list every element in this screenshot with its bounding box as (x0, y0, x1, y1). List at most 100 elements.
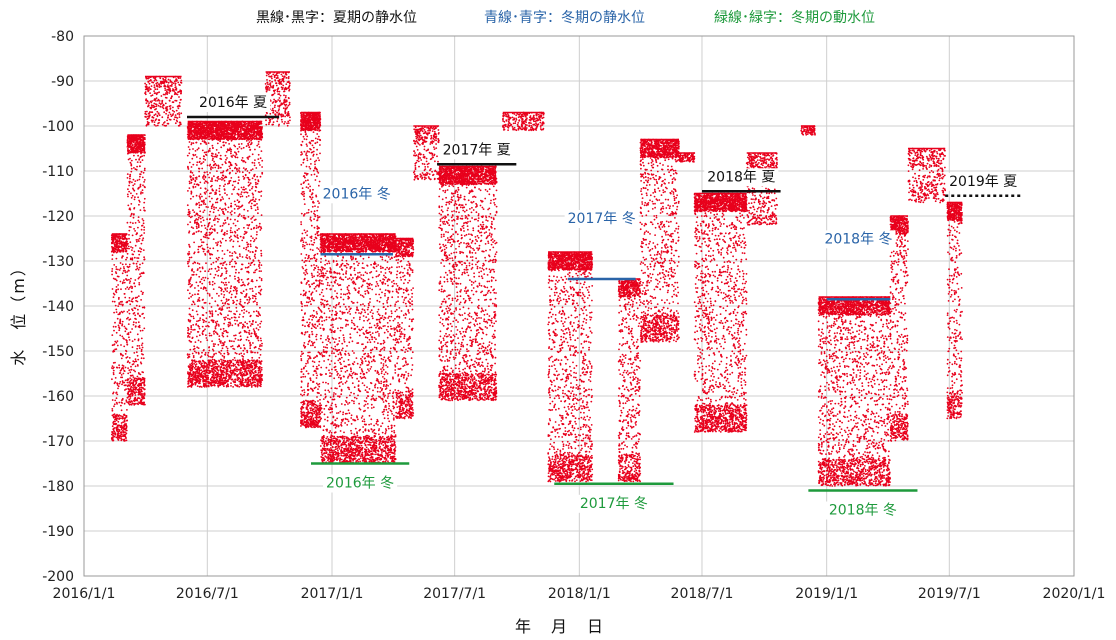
data-point (122, 337, 124, 339)
data-point (136, 193, 138, 195)
data-point (122, 355, 124, 357)
data-point (224, 288, 226, 290)
data-point (123, 414, 125, 416)
data-point (151, 120, 153, 122)
data-point (137, 301, 139, 303)
data-point (116, 289, 118, 291)
data-point (171, 115, 173, 117)
data-point (211, 306, 213, 308)
data-point (144, 380, 146, 382)
data-point (138, 216, 140, 218)
data-point (153, 105, 155, 107)
data-point (131, 308, 133, 310)
data-point (143, 226, 145, 228)
data-point (154, 88, 156, 90)
data-point (214, 283, 216, 285)
data-point (132, 247, 134, 249)
data-point (124, 247, 126, 249)
data-point (229, 237, 231, 239)
data-point (196, 164, 198, 166)
data-point (111, 236, 113, 238)
data-point (121, 374, 123, 376)
data-point (113, 330, 115, 332)
data-point (243, 385, 245, 387)
data-point (164, 82, 166, 84)
data-point (129, 209, 131, 211)
data-point (131, 213, 133, 215)
data-point (218, 219, 220, 221)
data-point (242, 205, 244, 207)
data-point (134, 387, 136, 389)
data-point (128, 159, 130, 161)
data-point (237, 241, 239, 243)
data-point (169, 108, 171, 110)
data-point (202, 140, 204, 142)
data-point (220, 172, 222, 174)
data-point (153, 90, 155, 92)
data-point (256, 280, 258, 282)
data-point (129, 138, 131, 140)
data-point (201, 168, 203, 170)
data-point (170, 81, 172, 83)
data-point (126, 238, 128, 240)
data-point (223, 328, 225, 330)
data-point (127, 379, 129, 381)
data-point (187, 263, 189, 265)
data-point (223, 222, 225, 224)
data-point (209, 165, 211, 167)
data-point (140, 186, 142, 188)
data-point (250, 325, 252, 327)
data-point (136, 166, 138, 168)
data-point (255, 386, 257, 388)
data-point (227, 250, 229, 252)
data-point (130, 395, 132, 397)
data-point (130, 386, 132, 388)
data-point (195, 384, 197, 386)
data-point (254, 254, 256, 256)
data-point (128, 369, 130, 371)
data-point (224, 278, 226, 280)
data-point (147, 116, 149, 118)
data-point (209, 201, 211, 203)
data-point (126, 328, 128, 330)
data-point (232, 345, 234, 347)
data-point (138, 250, 140, 252)
data-point (206, 171, 208, 173)
data-point (122, 365, 124, 367)
data-point (230, 151, 232, 153)
data-point (120, 438, 122, 440)
data-point (207, 226, 209, 228)
data-point (136, 380, 138, 382)
data-point (193, 211, 195, 213)
data-point (201, 138, 203, 140)
data-point (238, 206, 240, 208)
data-point (139, 267, 141, 269)
data-point (155, 83, 157, 85)
data-point (120, 417, 122, 419)
data-point (255, 251, 257, 253)
data-point (174, 84, 176, 86)
data-point (158, 91, 160, 93)
data-point (129, 144, 131, 146)
data-point (194, 262, 196, 264)
data-point (206, 339, 208, 341)
data-point (215, 310, 217, 312)
data-point (226, 284, 228, 286)
data-point (126, 275, 128, 277)
data-point (137, 403, 139, 405)
data-point (188, 251, 190, 253)
data-point (226, 138, 228, 140)
data-point (133, 179, 135, 181)
data-point (115, 348, 117, 350)
data-point (237, 215, 239, 217)
data-point (214, 224, 216, 226)
data-point (140, 147, 142, 149)
data-point (116, 416, 118, 418)
data-point (120, 268, 122, 270)
data-point (113, 362, 115, 364)
data-point (217, 314, 219, 316)
data-point (187, 214, 189, 216)
data-point (143, 317, 145, 319)
data-point (122, 241, 124, 243)
data-point (256, 327, 258, 329)
